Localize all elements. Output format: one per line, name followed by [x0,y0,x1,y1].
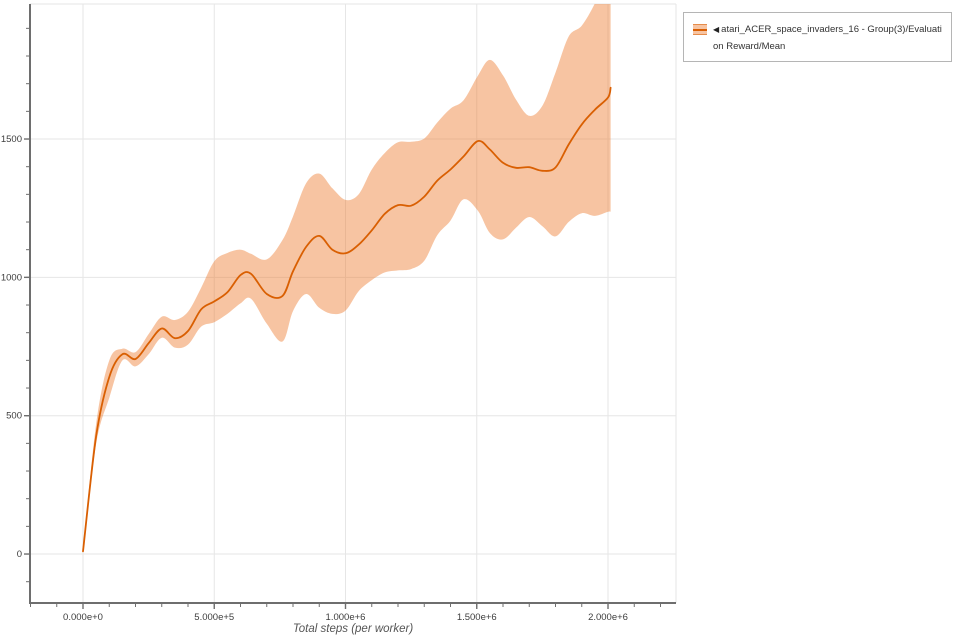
mean-line [82,86,612,553]
x-tick-label: 1.500e+6 [457,612,497,623]
series-line-icon [693,29,707,31]
legend-label: ◀ atari_ACER_space_invaders_16 - Group(3)… [713,21,945,55]
x-axis-title: Total steps (per worker) [292,623,414,635]
confidence-band [83,4,611,552]
legend-box: ◀ atari_ACER_space_invaders_16 - Group(3)… [683,12,952,62]
x-tick-label: 5.000e+5 [194,612,234,623]
legend-label-line1: atari_ACER_space_invaders_16 - Group(3)/… [721,24,942,35]
y-tick-label: 500 [6,411,22,422]
x-tick-label: 0.000e+0 [63,612,103,623]
y-tick-label: 1500 [1,134,22,145]
y-tick-label: 1000 [1,272,22,283]
y-tick-label: 0 [17,549,22,560]
legend-label-line2: on Reward/Mean [713,41,786,52]
legend-item-reward-mean[interactable]: ◀ atari_ACER_space_invaders_16 - Group(3)… [684,13,951,61]
x-tick-label: 2.000e+6 [588,612,628,623]
series-swatch-icon [693,24,707,35]
x-tick-label: 1.000e+6 [326,612,366,623]
legend-collapse-icon: ◀ [713,25,720,34]
